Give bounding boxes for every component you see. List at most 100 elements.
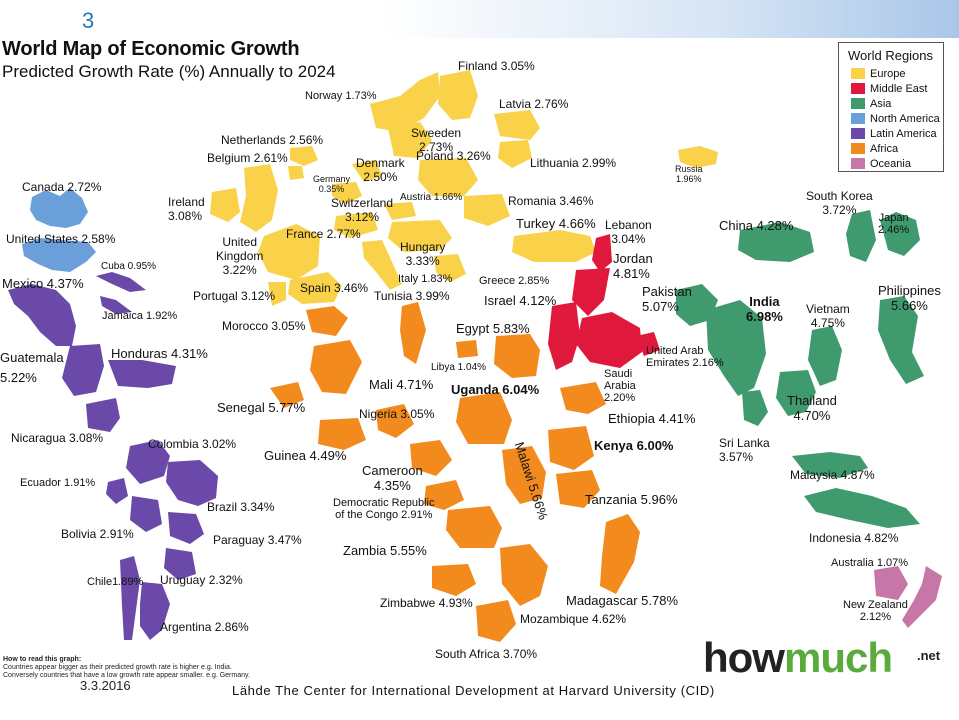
- label-morocco: Morocco 3.05%: [222, 319, 306, 333]
- label-norway: Norway 1.73%: [305, 90, 377, 102]
- north-america-region: [22, 188, 96, 272]
- label-cameroon: Cameroon 4.35%: [362, 463, 423, 493]
- label-canada: Canada 2.72%: [22, 180, 102, 194]
- label-japan: Japan 2.46%: [878, 212, 910, 236]
- label-new-zealand: New Zealand 2.12%: [843, 599, 908, 623]
- label-portugal: Portugal 3.12%: [193, 289, 276, 303]
- country-brazil: [166, 460, 218, 506]
- label-south-africa: South Africa 3.70%: [435, 647, 538, 661]
- map-subtitle: Predicted Growth Rate (%) Annually to 20…: [2, 62, 336, 81]
- country-italy: [362, 240, 402, 290]
- country-australia: [874, 566, 908, 600]
- country-netherlands: [290, 146, 318, 166]
- country-philippines: [878, 296, 924, 384]
- label-australia: Australia 1.07%: [831, 557, 909, 569]
- label-israel: Israel 4.12%: [484, 293, 557, 308]
- label-latvia: Latvia 2.76%: [499, 97, 569, 111]
- label-uruguay: Uruguay 2.32%: [160, 573, 243, 587]
- label-colombia: Colombia 3.02%: [148, 437, 237, 451]
- country-spain: [288, 272, 342, 304]
- country-hungary: [388, 220, 452, 252]
- country-saudi-arabia: [576, 312, 642, 368]
- legend-swatch: [851, 98, 865, 109]
- country-jamaica: [100, 296, 132, 314]
- legend-item: Latin America: [851, 127, 943, 140]
- country-sri-lanka: [742, 390, 768, 426]
- country-egypt: [494, 334, 540, 378]
- legend-label: Asia: [870, 97, 892, 110]
- legend-swatch: [851, 113, 865, 124]
- country-denmark: [352, 160, 382, 182]
- how-to-read-line2: Conversely countries that have a low gro…: [3, 672, 250, 679]
- label-uganda: Uganda 6.04%: [451, 382, 540, 397]
- label-russia: Russia 1.96%: [675, 164, 703, 184]
- label-madagascar: Madagascar 5.78%: [566, 593, 679, 608]
- country-lithuania: [498, 140, 532, 168]
- label-poland: Poland 3.26%: [416, 149, 491, 163]
- legend-item: Middle East: [851, 82, 943, 95]
- label-zambia: Zambia 5.55%: [343, 543, 427, 558]
- logo-suffix: .net: [917, 648, 941, 663]
- country-thailand: [776, 370, 816, 416]
- country-indonesia: [804, 488, 920, 528]
- country-china: [738, 222, 814, 262]
- legend-swatch: [851, 143, 865, 154]
- label-sri-lanka: Sri Lanka 3.57%: [719, 436, 770, 464]
- country-mali: [310, 340, 362, 394]
- slide-date: 3.3.2016: [80, 678, 131, 693]
- country-ireland: [210, 188, 240, 222]
- label-france: France 2.77%: [286, 227, 361, 241]
- label-austria: Austria 1.66%: [400, 192, 463, 203]
- country-switzerland: [334, 212, 378, 238]
- label-china: China 4.28%: [719, 218, 794, 233]
- label-thailand: Thailand 4.70%: [787, 393, 837, 423]
- label-mexico: Mexico 4.37%: [2, 276, 84, 291]
- country-madagascar: [600, 514, 640, 594]
- country-greece: [434, 254, 466, 282]
- country-honduras: [108, 360, 176, 388]
- label-zimbabwe: Zimbabwe 4.93%: [380, 596, 473, 610]
- label-bolivia: Bolivia 2.91%: [61, 527, 134, 541]
- country-israel: [548, 302, 580, 370]
- country-mexico: [8, 284, 76, 346]
- legend-item: Africa: [851, 142, 943, 155]
- country-india: [706, 300, 766, 396]
- label-indonesia: Indonesia 4.82%: [809, 531, 899, 545]
- label-greece: Greece 2.85%: [479, 275, 550, 287]
- legend-label: Latin America: [870, 127, 937, 140]
- label-uae: United Arab Emirates 2.16%: [646, 345, 724, 369]
- country-drc: [424, 480, 464, 510]
- label-jamaica: Jamaica 1.92%: [102, 310, 178, 322]
- label-finland: Finland 3.05%: [458, 59, 535, 73]
- how-to-read-line1: Countries appear bigger as their predict…: [3, 664, 232, 671]
- label-netherlands: Netherlands 2.56%: [221, 133, 324, 147]
- label-libya: Libya 1.04%: [431, 362, 487, 373]
- legend-title: World Regions: [848, 48, 934, 63]
- legend-item: North America: [851, 112, 943, 125]
- latin-america-region: [8, 272, 218, 640]
- country-united-states: [22, 238, 96, 272]
- label-nigeria: Nigeria 3.05%: [359, 407, 435, 421]
- logo-part-much: much: [783, 634, 893, 681]
- label-lebanon: Lebanon 3.04%: [605, 218, 652, 246]
- legend-label: Oceania: [870, 157, 911, 170]
- label-saudi: Saudi Arabia 2.20%: [604, 368, 636, 404]
- africa-region: [270, 302, 640, 642]
- country-romania: [464, 194, 510, 226]
- label-south-korea: South Korea 3.72%: [806, 189, 873, 217]
- label-italy: Italy 1.83%: [398, 273, 453, 285]
- label-romania: Romania 3.46%: [508, 194, 594, 208]
- label-sweden: Sweeden 2.73%: [411, 126, 462, 154]
- label-jordan: Jordan 4.81%: [613, 251, 653, 281]
- country-canada: [30, 188, 88, 228]
- map-legend: World Regions Europe Middle East Asia No…: [838, 42, 944, 172]
- country-malaysia: [792, 452, 868, 478]
- how-to-read-note: How to read this graph: Countries appear…: [3, 656, 250, 680]
- legend-swatch: [851, 83, 865, 94]
- country-zimbabwe: [432, 564, 476, 596]
- source-credit: Lähde The Center for International Devel…: [232, 683, 715, 698]
- country-uganda: [456, 392, 512, 444]
- slide-number: 3: [82, 8, 95, 33]
- country-guinea: [318, 418, 366, 450]
- label-pakistan: Pakistan 5.07%: [642, 284, 692, 314]
